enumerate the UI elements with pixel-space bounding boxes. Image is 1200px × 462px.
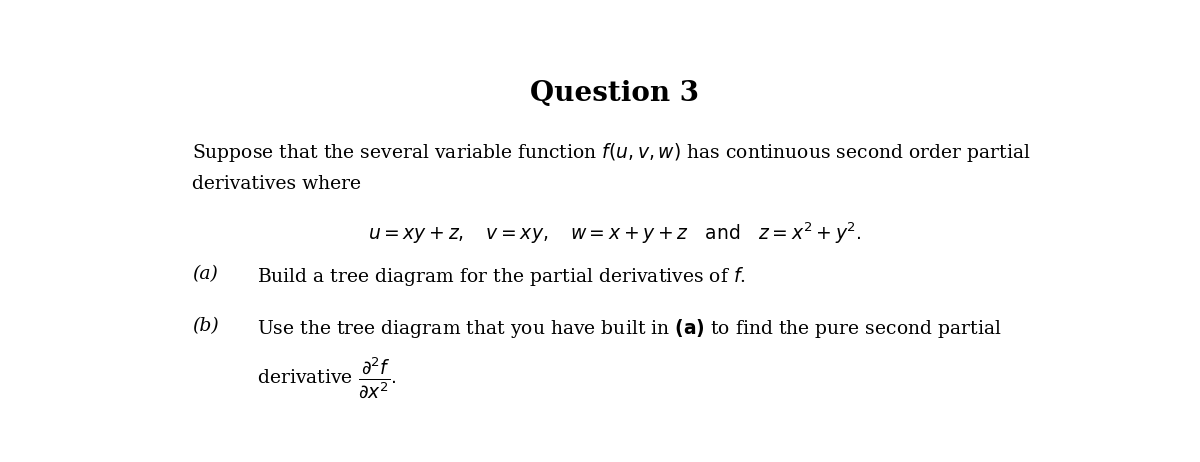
- Text: Use the tree diagram that you have built in $\mathbf{(a)}$ to find the pure seco: Use the tree diagram that you have built…: [257, 317, 1002, 340]
- Text: (b): (b): [192, 317, 218, 335]
- Text: Build a tree diagram for the partial derivatives of $f$.: Build a tree diagram for the partial der…: [257, 265, 745, 288]
- Text: derivative $\dfrac{\partial^2 f}{\partial x^2}.$: derivative $\dfrac{\partial^2 f}{\partia…: [257, 356, 397, 401]
- Text: $u = xy + z, \quad v = xy, \quad w = x + y + z \quad \text{and} \quad z = x^2 + : $u = xy + z, \quad v = xy, \quad w = x +…: [368, 221, 862, 246]
- Text: (a): (a): [192, 265, 217, 283]
- Text: Suppose that the several variable function $f(u, v, w)$ has continuous second or: Suppose that the several variable functi…: [192, 141, 1031, 164]
- Text: derivatives where: derivatives where: [192, 175, 361, 193]
- Text: Question 3: Question 3: [530, 80, 700, 107]
